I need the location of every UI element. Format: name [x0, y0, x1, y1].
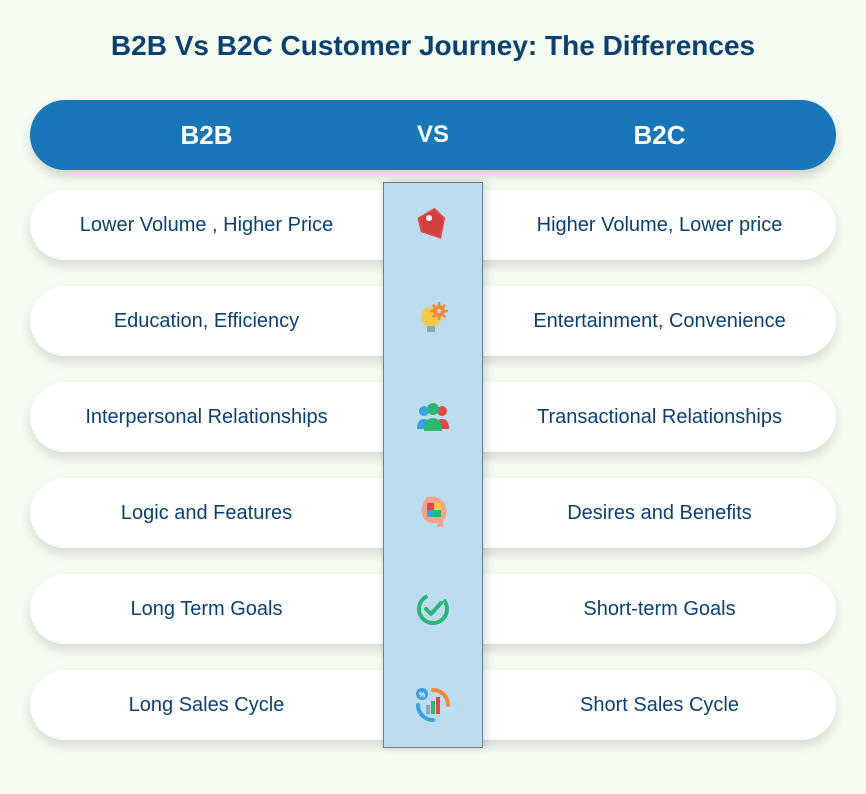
- b2b-text: Long Sales Cycle: [30, 694, 383, 717]
- b2b-text: Education, Efficiency: [30, 310, 383, 333]
- b2c-text: Entertainment, Convenience: [483, 310, 836, 333]
- b2b-text: Logic and Features: [30, 502, 383, 525]
- price-tag-icon: [383, 190, 483, 260]
- comparison-row: Lower Volume , Higher Price Higher Volum…: [30, 190, 836, 260]
- header-mid: VS: [383, 121, 483, 149]
- comparison-row: Logic and Features Desires and Benefits: [30, 478, 836, 548]
- header-left: B2B: [30, 120, 383, 151]
- b2c-text: Short-term Goals: [483, 598, 836, 621]
- brain-puzzle-icon: [383, 478, 483, 548]
- header-right: B2C: [483, 120, 836, 151]
- center-strip: [383, 182, 483, 748]
- idea-gear-icon: [383, 286, 483, 356]
- b2c-text: Desires and Benefits: [483, 502, 836, 525]
- people-icon: [383, 382, 483, 452]
- b2b-text: Lower Volume , Higher Price: [30, 214, 383, 237]
- comparison-row: Education, Efficiency Entertainment, Con…: [30, 286, 836, 356]
- comparison-row: Interpersonal Relationships Transactiona…: [30, 382, 836, 452]
- b2b-text: Long Term Goals: [30, 598, 383, 621]
- check-circle-icon: [383, 574, 483, 644]
- b2c-text: Short Sales Cycle: [483, 694, 836, 717]
- svg-text:%: %: [419, 692, 426, 699]
- b2b-text: Interpersonal Relationships: [30, 406, 383, 429]
- b2c-text: Transactional Relationships: [483, 406, 836, 429]
- comparison-row: Long Sales Cycle Short Sales Cycle %: [30, 670, 836, 740]
- rows-container: Lower Volume , Higher Price Higher Volum…: [30, 190, 836, 740]
- header-pill: B2B VS B2C: [30, 100, 836, 170]
- comparison-row: Long Term Goals Short-term Goals: [30, 574, 836, 644]
- b2c-text: Higher Volume, Lower price: [483, 214, 836, 237]
- chart-cycle-icon: %: [383, 670, 483, 740]
- page-title: B2B Vs B2C Customer Journey: The Differe…: [30, 30, 836, 62]
